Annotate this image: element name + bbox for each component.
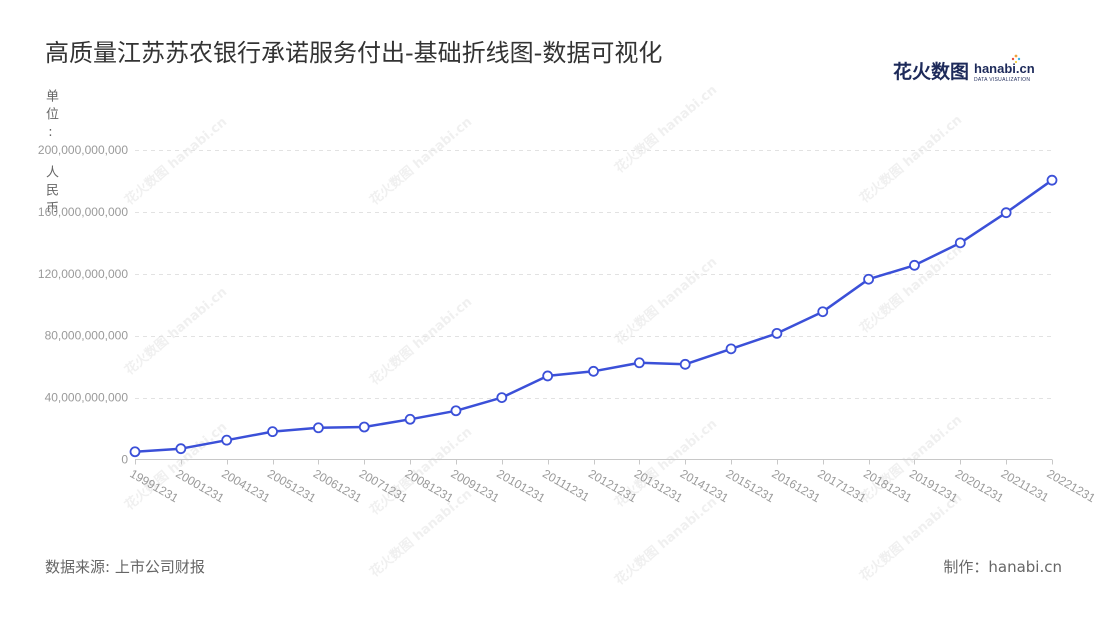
x-tick-label: 20171231	[815, 466, 869, 505]
x-tick-label: 20051231	[265, 466, 319, 505]
brand-logo: 花火数图 hanabi.cn DATA VISUALIZATION	[893, 54, 1035, 83]
x-tick-label: 20211231	[999, 466, 1052, 505]
x-tick-label: 20041231	[219, 466, 273, 505]
x-tick-label: 20111231	[540, 466, 592, 504]
data-point	[175, 443, 187, 455]
x-tick-label: 20221231	[1045, 466, 1099, 505]
x-tick-label: 20181231	[861, 466, 915, 505]
x-tick-label: 20101231	[494, 466, 548, 505]
data-point	[129, 446, 141, 458]
data-point	[725, 343, 737, 355]
data-point	[221, 434, 233, 446]
x-tick-label: 20071231	[357, 466, 411, 505]
y-tick-label: 120,000,000,000	[38, 267, 128, 281]
series-line	[134, 179, 1053, 454]
x-tick-label: 20131231	[632, 466, 686, 505]
x-tick-label: 20121231	[586, 466, 640, 505]
sparkle-icon	[1011, 54, 1021, 63]
logo-text-en: hanabi.cn	[974, 60, 1035, 76]
data-point	[542, 370, 554, 382]
y-tick-label: 200,000,000,000	[38, 143, 128, 157]
logo-text-cn: 花火数图	[893, 61, 970, 83]
data-point	[1000, 207, 1012, 219]
y-axis-label: 单位: 人民币	[43, 89, 58, 219]
x-tick-label: 20081231	[403, 466, 457, 505]
logo-subtitle: DATA VISUALIZATION	[974, 76, 1031, 83]
x-tick-label: 20201231	[953, 466, 1007, 505]
y-tick-label: 160,000,000,000	[38, 205, 128, 219]
data-point	[817, 306, 829, 318]
x-tick-label: 19991231	[128, 466, 182, 505]
x-tick-label: 20141231	[678, 466, 732, 505]
data-point	[404, 413, 416, 425]
data-point	[450, 405, 462, 417]
data-point	[267, 426, 278, 438]
data-point	[496, 392, 508, 404]
x-tick-label: 20001231	[173, 466, 227, 505]
x-axis	[135, 459, 1053, 465]
data-point	[954, 237, 966, 249]
x-tick-label: 20061231	[311, 466, 365, 505]
x-tick-label: 20091231	[448, 466, 502, 505]
data-source: 数据来源: 上市公司财报	[45, 558, 205, 576]
x-tick-label: 20151231	[724, 466, 778, 505]
series	[129, 174, 1058, 458]
data-point	[588, 365, 599, 377]
logo-text-group: hanabi.cn DATA VISUALIZATION	[974, 54, 1035, 83]
x-tick-label: 20191231	[907, 466, 961, 505]
data-point	[909, 259, 920, 271]
grid-lines	[135, 150, 1052, 399]
data-point	[863, 273, 874, 285]
data-point	[312, 422, 324, 434]
x-tick-labels: 1999123120001231200412312005123120061231…	[128, 466, 1099, 505]
y-tick-label: 80,000,000,000	[45, 329, 129, 343]
y-tick-labels: 0 40,000,000,000 80,000,000,000 120,000,000…	[38, 143, 128, 467]
data-point	[358, 421, 370, 433]
data-point	[771, 327, 783, 339]
line-chart: 0 40,000,000,000 80,000,000,000 120,000,000…	[38, 143, 1099, 505]
chart-title: 高质量江苏苏农银行承诺服务付出-基础折线图-数据可视化	[45, 39, 663, 67]
y-tick-label: 0	[121, 453, 128, 467]
data-point	[1046, 174, 1058, 186]
data-point	[679, 358, 691, 370]
x-tick-label: 20161231	[769, 466, 823, 505]
credit-text: 制作：hanabi.cn	[943, 558, 1062, 576]
y-tick-label: 40,000,000,000	[45, 391, 129, 405]
data-point	[633, 357, 645, 369]
